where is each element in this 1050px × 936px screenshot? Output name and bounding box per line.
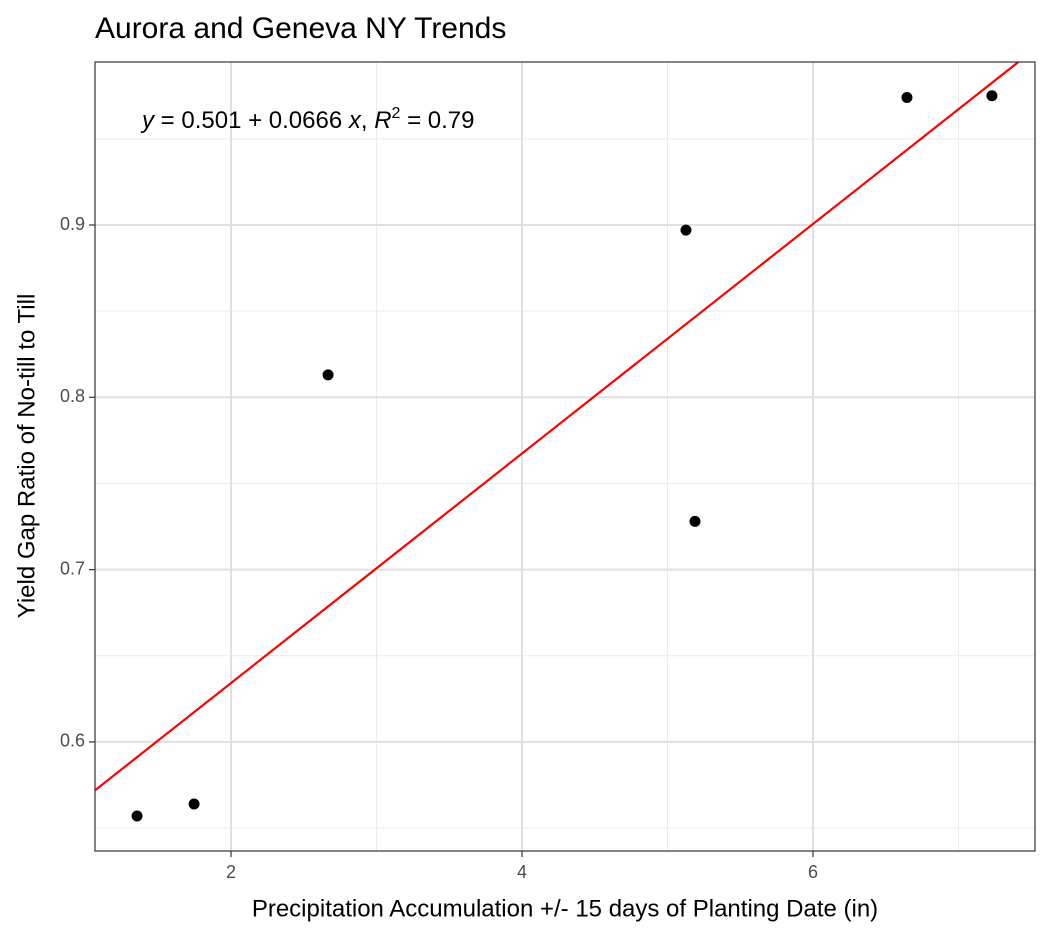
annotation-part: R: [374, 107, 391, 134]
y-tick-label: 0.7: [60, 558, 85, 578]
annotation-part: = 0.501 + 0.0666: [154, 107, 349, 134]
x-tick-label: 4: [517, 862, 527, 882]
equation-annotation: y = 0.501 + 0.0666 x, R2 = 0.79: [140, 105, 475, 135]
point: [986, 90, 998, 102]
annotation-part: ,: [361, 107, 374, 134]
trend-line: [95, 62, 1021, 792]
point: [680, 224, 692, 236]
point: [689, 515, 701, 527]
annotation-part: = 0.79: [400, 107, 474, 134]
point: [901, 91, 913, 103]
grid: [95, 62, 1035, 851]
annotation-part: 2: [392, 105, 401, 122]
point: [188, 798, 200, 810]
point: [131, 810, 143, 822]
y-tick-label: 0.8: [60, 386, 85, 406]
x-axis-title: Precipitation Accumulation +/- 15 days o…: [252, 895, 878, 922]
y-tick-label: 0.6: [60, 731, 85, 751]
x-tick-label: 2: [226, 862, 236, 882]
annotation-part: x: [348, 107, 362, 134]
y-axis-title: Yield Gap Ratio of No-till to Till: [13, 294, 40, 619]
x-tick-label: 6: [808, 862, 818, 882]
point: [322, 369, 334, 381]
annotation-part: y: [140, 107, 156, 134]
chart-title: Aurora and Geneva NY Trends: [95, 12, 506, 45]
plot-area: [95, 62, 1021, 822]
panel-border: [94, 61, 1036, 852]
y-tick-label: 0.9: [60, 214, 85, 234]
